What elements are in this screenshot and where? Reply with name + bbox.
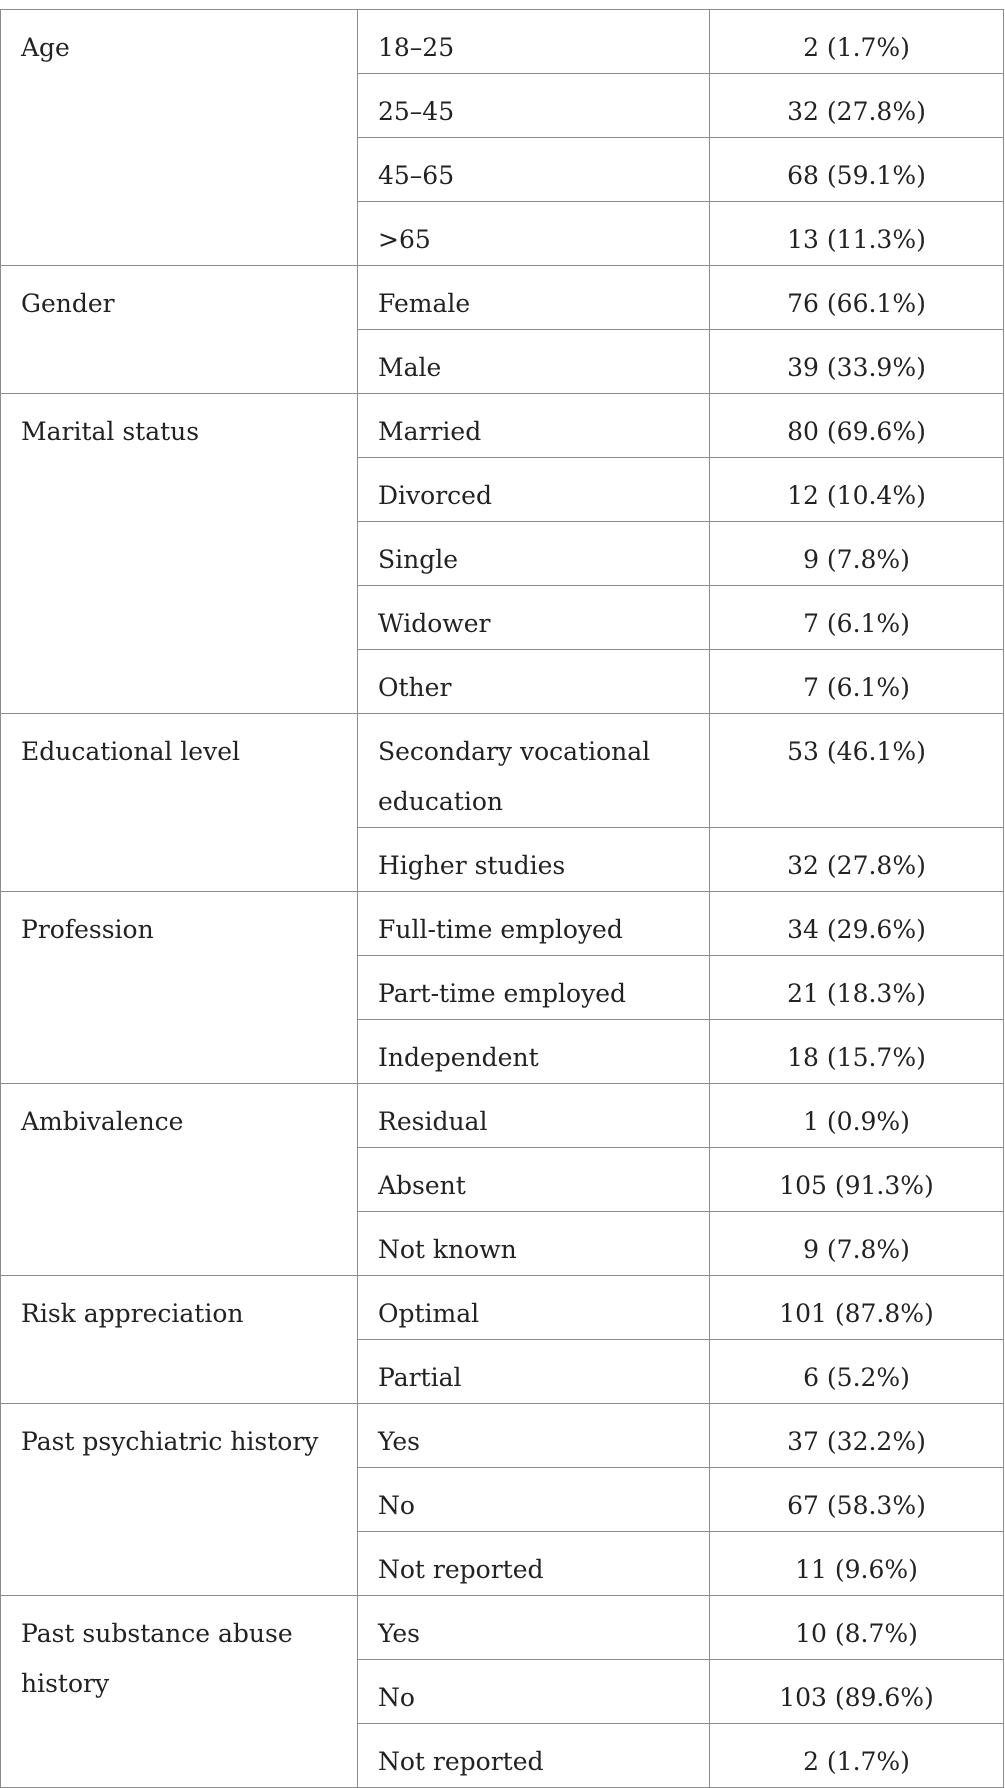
count-percent-cell: 1 (0.9%): [709, 1083, 1004, 1148]
table-row: 25–45 32 (27.8%): [1, 73, 1004, 138]
category-cell: No: [357, 1467, 710, 1532]
category-cell: 25–45: [357, 73, 710, 138]
table-body: Age 18–25 2 (1.7%) 25–45 32 (27.8%) 45–65 68 (…: [0, 9, 1004, 1788]
table-row: Gender Female 76 (66.1%): [0, 265, 1004, 394]
category-cell: Not reported: [357, 1723, 710, 1788]
category-cell: 18–25: [357, 9, 710, 74]
table-row: Partial 6 (5.2%): [1, 1339, 1004, 1404]
category-cell: Partial: [357, 1339, 710, 1404]
count-percent-cell: 34 (29.6%): [709, 891, 1004, 956]
table-row: Not reported 11 (9.6%): [1, 1531, 1004, 1596]
category-cell: Other: [357, 649, 710, 714]
count-percent-cell: 6 (5.2%): [709, 1339, 1004, 1404]
count-percent-cell: 18 (15.7%): [709, 1019, 1004, 1084]
table-row: Widower 7 (6.1%): [1, 585, 1004, 650]
category-cell: Independent: [357, 1019, 710, 1084]
category-cell: Residual: [357, 1083, 710, 1148]
count-percent-cell: 39 (33.9%): [709, 329, 1004, 394]
table-row: Marital status Married 80 (69.6%): [0, 393, 1004, 714]
category-cell: >65: [357, 201, 710, 266]
category-cell: Male: [357, 329, 710, 394]
count-percent-cell: 11 (9.6%): [709, 1531, 1004, 1596]
table-row: Single 9 (7.8%): [1, 521, 1004, 586]
count-percent-cell: 7 (6.1%): [709, 585, 1004, 650]
category-cell: Secondary vocational education: [357, 713, 710, 828]
variable-cell: Ambivalence: [0, 1083, 358, 1276]
count-percent-cell: 67 (58.3%): [709, 1467, 1004, 1532]
count-percent-cell: 32 (27.8%): [709, 827, 1004, 892]
table-row: Independent 18 (15.7%): [1, 1019, 1004, 1084]
count-percent-cell: 101 (87.8%): [709, 1275, 1004, 1340]
table-row: Ambivalence Residual 1 (0.9%): [0, 1083, 1004, 1276]
count-percent-cell: 9 (7.8%): [709, 1211, 1004, 1276]
table-row: Divorced 12 (10.4%): [1, 457, 1004, 522]
count-percent-cell: 9 (7.8%): [709, 521, 1004, 586]
count-percent-cell: 10 (8.7%): [709, 1595, 1004, 1660]
table-row: Risk appreciation Optimal 101 (87.8%): [0, 1275, 1004, 1404]
category-cell: Divorced: [357, 457, 710, 522]
count-percent-cell: 21 (18.3%): [709, 955, 1004, 1020]
table-row: Profession Full-time employed 34 (29.6%): [0, 891, 1004, 1084]
category-cell: Absent: [357, 1147, 710, 1212]
category-cell: Not known: [357, 1211, 710, 1276]
table-row: Past substance abuse history Yes 10 (8.7%): [0, 1595, 1004, 1788]
category-cell: Part-time employed: [357, 955, 710, 1020]
category-cell: Higher studies: [357, 827, 710, 892]
category-cell: Female: [357, 265, 710, 330]
count-percent-cell: 7 (6.1%): [709, 649, 1004, 714]
category-cell: Married: [357, 393, 710, 458]
variable-cell: Risk appreciation: [0, 1275, 358, 1404]
count-percent-cell: 13 (11.3%): [709, 201, 1004, 266]
category-cell: Single: [357, 521, 710, 586]
count-percent-cell: 103 (89.6%): [709, 1659, 1004, 1724]
variable-cell: Marital status: [0, 393, 358, 714]
category-cell: No: [357, 1659, 710, 1724]
count-percent-cell: 76 (66.1%): [709, 265, 1004, 330]
variable-cell: Profession: [0, 891, 358, 1084]
category-cell: Not reported: [357, 1531, 710, 1596]
table-row: Absent 105 (91.3%): [1, 1147, 1004, 1212]
table-row: No 103 (89.6%): [1, 1659, 1004, 1724]
category-cell: 45–65: [357, 137, 710, 202]
table-row: Higher studies 32 (27.8%): [1, 827, 1004, 892]
category-cell: Optimal: [357, 1275, 710, 1340]
variable-cell: Past psychiatric history: [0, 1403, 358, 1596]
category-cell: Widower: [357, 585, 710, 650]
category-cell: Yes: [357, 1403, 710, 1468]
table-row: Educational level Secondary vocational ed…: [0, 713, 1004, 892]
count-percent-cell: 2 (1.7%): [709, 1723, 1004, 1788]
count-percent-cell: 32 (27.8%): [709, 73, 1004, 138]
table-row: Other 7 (6.1%): [1, 649, 1004, 714]
table-row: Age 18–25 2 (1.7%): [0, 9, 1004, 266]
count-percent-cell: 37 (32.2%): [709, 1403, 1004, 1468]
variable-cell: Past substance abuse history: [0, 1595, 358, 1788]
count-percent-cell: 53 (46.1%): [709, 713, 1004, 828]
variable-cell: Educational level: [0, 713, 358, 892]
table-row: Not known 9 (7.8%): [1, 1211, 1004, 1276]
table-row: Past psychiatric history Yes 37 (32.2%): [0, 1403, 1004, 1596]
count-percent-cell: 68 (59.1%): [709, 137, 1004, 202]
count-percent-cell: 80 (69.6%): [709, 393, 1004, 458]
count-percent-cell: 105 (91.3%): [709, 1147, 1004, 1212]
variable-cell: Gender: [0, 265, 358, 394]
table-row: Part-time employed 21 (18.3%): [1, 955, 1004, 1020]
count-percent-cell: 12 (10.4%): [709, 457, 1004, 522]
category-cell: Full-time employed: [357, 891, 710, 956]
variable-cell: Age: [0, 9, 358, 266]
demographics-table: Age 18–25 2 (1.7%) 25–45 32 (27.8%) 45–65 68 (…: [0, 9, 1004, 1788]
category-cell: Yes: [357, 1595, 710, 1660]
count-percent-cell: 2 (1.7%): [709, 9, 1004, 74]
